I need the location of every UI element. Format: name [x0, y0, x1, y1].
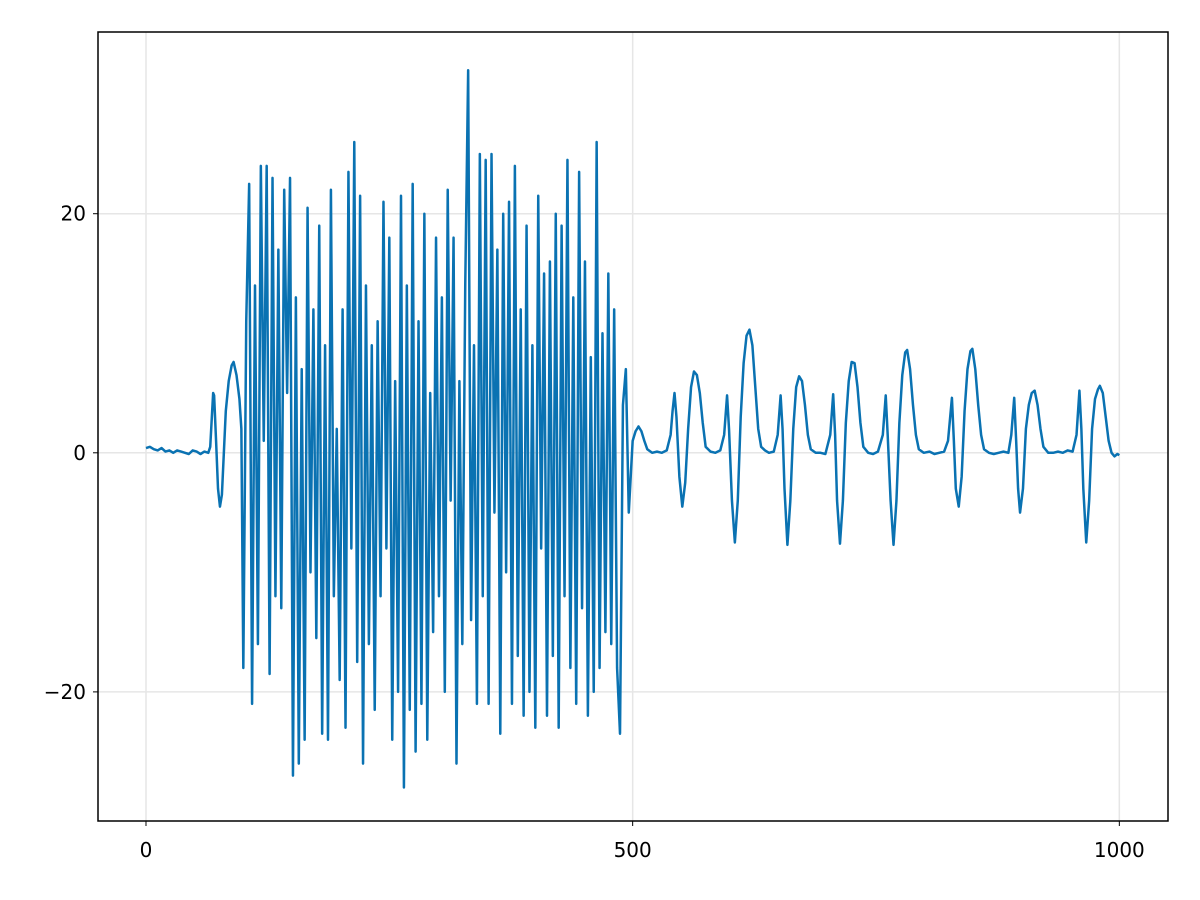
y-tick-label: −20	[44, 680, 86, 704]
plot-frame	[97, 31, 1169, 822]
x-tick-label: 0	[140, 838, 153, 862]
x-tick-label: 1000	[1094, 838, 1145, 862]
y-tick-label: 20	[61, 202, 86, 226]
x-tick-label: 500	[614, 838, 652, 862]
y-tick-label: 0	[73, 441, 86, 465]
data-line	[145, 69, 1120, 789]
